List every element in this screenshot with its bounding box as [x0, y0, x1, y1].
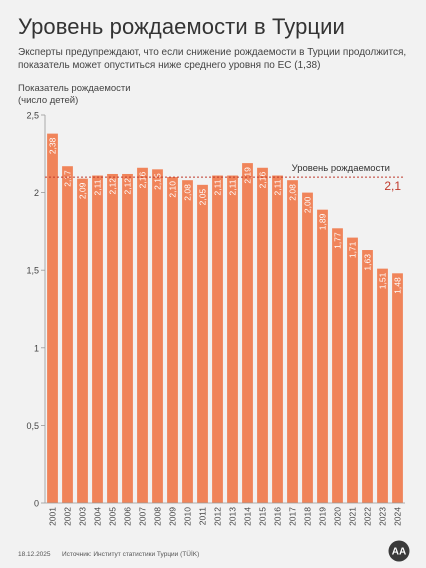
reference-line-value: 2,1	[384, 179, 401, 193]
bar-value-label: 2,09	[78, 182, 88, 199]
x-tick-label: 2003	[78, 507, 88, 526]
bar	[257, 167, 268, 503]
x-tick-label: 2006	[123, 507, 133, 526]
bar-value-label: 2,16	[258, 171, 268, 188]
bar	[377, 268, 388, 503]
bar	[332, 228, 343, 503]
y-tick-label: 2,5	[26, 111, 39, 121]
bar	[167, 177, 178, 503]
y-tick-label: 0,5	[26, 421, 39, 431]
y-tick-label: 2	[34, 188, 39, 198]
page-title: Уровень рождаемости в Турции	[18, 14, 345, 39]
bar-value-label: 2,12	[108, 178, 118, 195]
bar-value-label: 2,05	[198, 189, 208, 206]
y-axis-label-line1: Показатель рождаемости	[18, 83, 131, 94]
page-subtitle: Эксперты предупреждают, что если снижени…	[18, 47, 407, 71]
bar-value-label: 1,51	[378, 272, 388, 289]
bar-value-label: 2,19	[243, 167, 253, 184]
bar	[287, 180, 298, 503]
bar	[92, 175, 103, 503]
y-tick-label: 1,5	[26, 266, 39, 276]
bar-value-label: 1,63	[363, 254, 373, 271]
bar	[47, 133, 58, 503]
bar-value-label: 1,71	[348, 241, 358, 258]
bar-value-label: 2,38	[48, 137, 58, 154]
x-tick-label: 2018	[303, 507, 313, 526]
y-tick-label: 0	[34, 499, 39, 509]
x-tick-label: 2023	[378, 507, 388, 526]
x-tick-label: 2016	[273, 507, 283, 526]
x-tick-label: 2021	[348, 507, 358, 526]
x-tick-label: 2012	[213, 507, 223, 526]
x-tick-label: 2002	[63, 507, 73, 526]
x-tick-label: 2009	[168, 507, 178, 526]
bar	[242, 163, 253, 503]
x-tick-label: 2008	[153, 507, 163, 526]
reference-line-label: Уровень рождаемости	[292, 163, 390, 174]
source-note: Источник: Институт статистики Турции (TÜ…	[62, 551, 200, 558]
y-tick-label: 1	[34, 343, 39, 353]
x-tick-label: 2014	[243, 507, 253, 526]
bar-value-label: 1,77	[333, 232, 343, 249]
x-tick-label: 2020	[333, 507, 343, 526]
bar-value-label: 1,89	[318, 213, 328, 230]
x-tick-label: 2007	[138, 507, 148, 526]
bar-value-label: 2,11	[228, 179, 238, 195]
x-tick-label: 2001	[48, 507, 58, 526]
bar-value-label: 2,11	[213, 179, 223, 195]
bar	[152, 169, 163, 503]
bar-value-label: 2,10	[168, 181, 178, 198]
bar	[137, 167, 148, 503]
y-axis-label-line2: (число детей)	[18, 95, 79, 106]
bar	[197, 184, 208, 503]
bar	[272, 175, 283, 503]
logo-text: AA	[392, 547, 406, 558]
bar	[107, 173, 118, 503]
bar-value-label: 2,16	[138, 171, 148, 188]
bar	[62, 166, 73, 503]
bar	[347, 237, 358, 503]
x-tick-label: 2019	[318, 507, 328, 526]
bar-value-label: 2,08	[288, 184, 298, 201]
x-tick-label: 2004	[93, 507, 103, 526]
bar-value-label: 2,11	[273, 179, 283, 195]
bar-value-label: 2,12	[123, 178, 133, 195]
publication-date: 18.12.2025	[18, 551, 51, 558]
x-tick-label: 2011	[198, 507, 208, 526]
x-tick-label: 2022	[363, 507, 373, 526]
x-tick-label: 2015	[258, 507, 268, 526]
bar-value-label: 2,15	[153, 173, 163, 190]
agency-logo: AA	[388, 540, 410, 562]
bar	[212, 175, 223, 503]
bar-value-label: 2,11	[93, 179, 103, 195]
bar	[227, 175, 238, 503]
x-tick-label: 2005	[108, 507, 118, 526]
bar	[317, 209, 328, 503]
bar	[362, 250, 373, 503]
bar-value-label: 2,08	[183, 184, 193, 201]
bar	[302, 192, 313, 503]
x-tick-label: 2013	[228, 507, 238, 526]
x-tick-label: 2024	[393, 507, 403, 526]
bar-value-label: 2,17	[63, 170, 73, 187]
bar	[77, 178, 88, 503]
bar	[182, 180, 193, 503]
bar-value-label: 2,00	[303, 196, 313, 213]
x-tick-label: 2010	[183, 507, 193, 526]
bar	[122, 173, 133, 503]
bar-value-label: 1,48	[393, 277, 403, 294]
bar	[392, 273, 403, 503]
x-tick-label: 2017	[288, 507, 298, 526]
y-axis-label: Показатель рождаемости (число детей)	[18, 83, 131, 107]
